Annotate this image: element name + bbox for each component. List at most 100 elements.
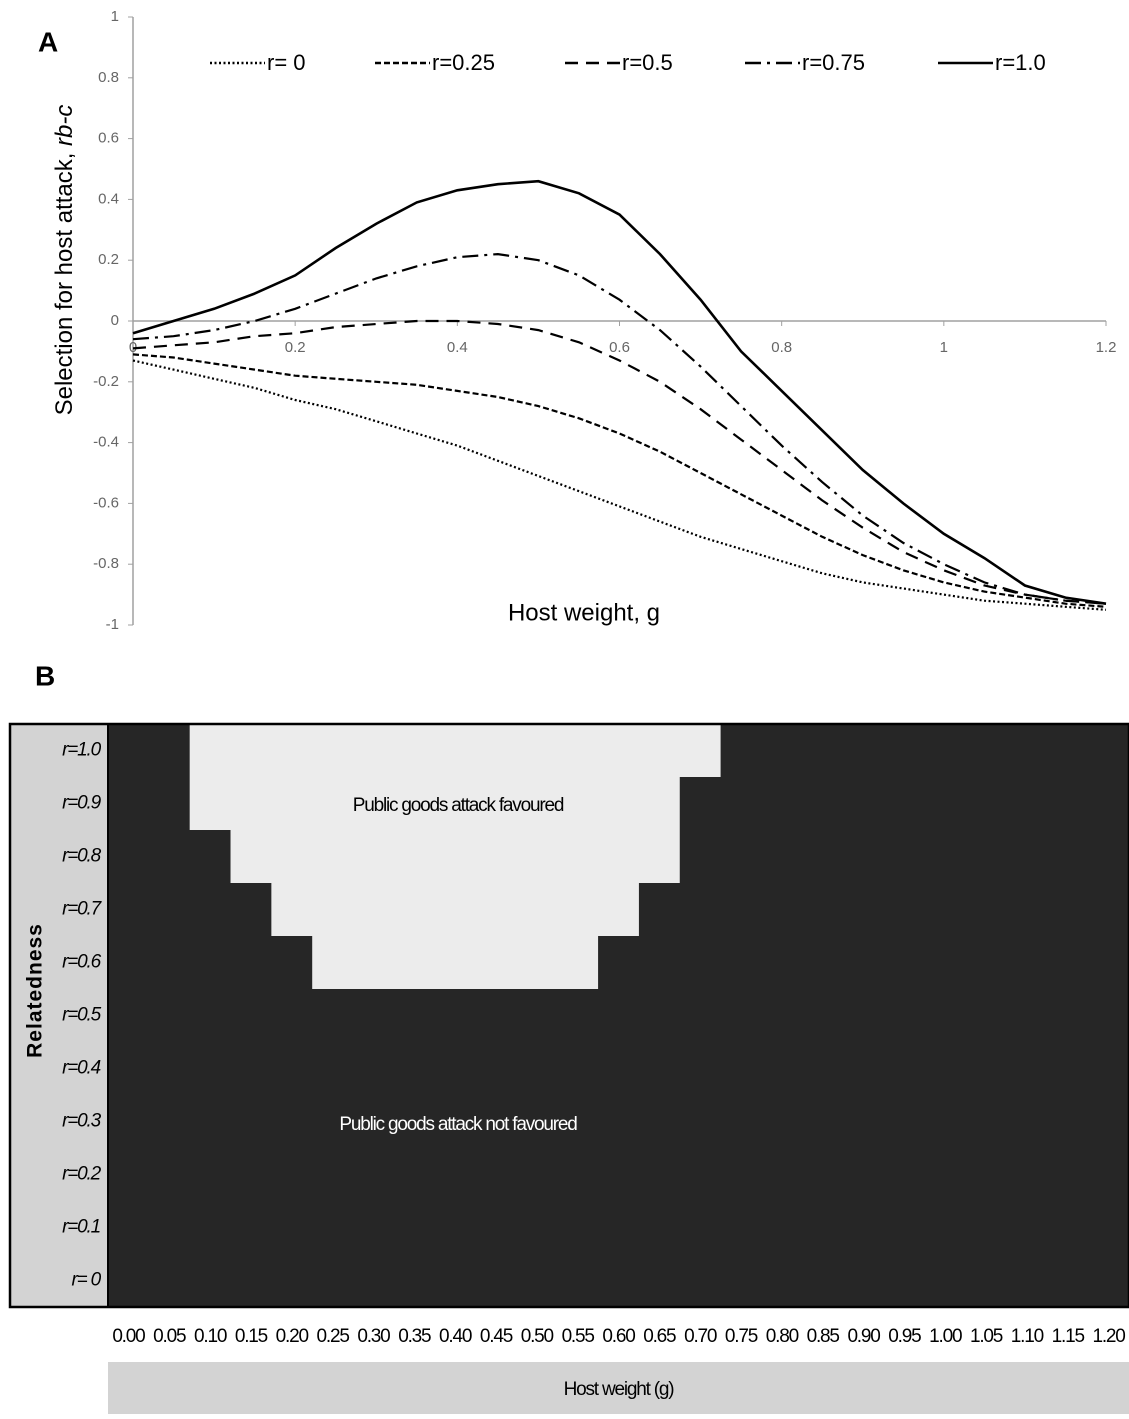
heatmap-cell xyxy=(924,1042,967,1096)
heatmap-cell xyxy=(393,1148,436,1202)
legend-label: r= 0 xyxy=(267,50,306,75)
heatmap-cell xyxy=(1006,830,1048,884)
row-label: r=0.9 xyxy=(62,793,101,814)
heatmap-cell xyxy=(843,1042,885,1096)
heatmap-cell xyxy=(802,883,844,937)
heatmap-cell xyxy=(516,1201,558,1255)
heatmap-cell xyxy=(148,1254,191,1308)
heatmap-cell xyxy=(883,1148,926,1202)
heatmap-cell xyxy=(1047,1201,1089,1255)
heatmap-cell xyxy=(1047,936,1089,990)
row-label: r=0.6 xyxy=(62,952,101,973)
heatmap-cell xyxy=(883,1042,926,1096)
heatmap-cell xyxy=(557,1201,599,1255)
x-axis-title: Host weight, g xyxy=(508,599,660,626)
y-tick-label: -1 xyxy=(106,616,119,633)
heatmap-cell xyxy=(720,1148,763,1202)
heatmap-cell xyxy=(598,777,640,831)
column-label: 1.05 xyxy=(970,1326,1003,1347)
column-label: 0.30 xyxy=(357,1326,390,1347)
heatmap-cell xyxy=(761,936,803,990)
heatmap-cell xyxy=(230,1148,272,1202)
heatmap-cell xyxy=(148,830,191,884)
row-label: r=0.7 xyxy=(62,899,102,920)
y-tick-label: -0.8 xyxy=(93,555,119,572)
heatmap-cell xyxy=(802,1042,844,1096)
heatmap-cell xyxy=(1088,936,1129,990)
heatmap-cell xyxy=(557,989,599,1043)
heatmap-cell xyxy=(924,1095,967,1149)
heatmap-cell xyxy=(598,1095,640,1149)
x-tick-label: 1.2 xyxy=(1096,339,1117,356)
series-line xyxy=(132,353,1107,608)
heatmap-cell xyxy=(230,1254,272,1308)
x-tick-label: 0.8 xyxy=(771,339,792,356)
row-label: r=0.5 xyxy=(62,1005,101,1026)
heatmap-cell xyxy=(271,1254,313,1308)
heatmap-cell xyxy=(965,1148,1008,1202)
y-tick-label: 0.2 xyxy=(98,251,119,268)
legend-label: r=1.0 xyxy=(995,50,1046,75)
heatmap-cell xyxy=(802,1148,844,1202)
x-tick-label: 0.2 xyxy=(285,339,306,356)
column-label: 1.10 xyxy=(1011,1326,1044,1347)
heatmap-cell xyxy=(393,830,436,884)
heatmap-cell xyxy=(393,936,436,990)
heatmap-cell xyxy=(516,936,558,990)
heatmap-cell xyxy=(475,1042,517,1096)
heatmap-cell xyxy=(720,1042,763,1096)
row-label: r= 0 xyxy=(72,1270,102,1291)
heatmap-cell xyxy=(230,1095,272,1149)
heatmap-cell xyxy=(434,936,477,990)
heatmap-cell xyxy=(1047,1095,1089,1149)
heatmap-cell xyxy=(679,724,722,778)
heatmap-cell xyxy=(1088,1148,1129,1202)
heatmap-cell xyxy=(434,777,477,831)
heatmap-cell xyxy=(393,1042,436,1096)
column-label: 0.40 xyxy=(439,1326,472,1347)
heatmap-cell xyxy=(802,1254,844,1308)
heatmap-cell xyxy=(638,1042,681,1096)
heatmap-cell xyxy=(1047,883,1089,937)
heatmap-cell xyxy=(965,724,1008,778)
heatmap-cell xyxy=(475,883,517,937)
heatmap-cell xyxy=(1047,1148,1089,1202)
heatmap-cell xyxy=(598,936,640,990)
heatmap-cell xyxy=(475,1201,517,1255)
heatmap-cell xyxy=(679,1095,722,1149)
heatmap-cell xyxy=(557,1042,599,1096)
heatmap-cell xyxy=(761,1042,803,1096)
heatmap-cell xyxy=(108,1254,150,1308)
column-label: 0.00 xyxy=(112,1326,145,1347)
heatmap-cell xyxy=(1088,777,1129,831)
heatmap-cell xyxy=(965,1254,1008,1308)
column-label: 0.10 xyxy=(194,1326,227,1347)
y-axis-title-text: Selection for host attack, xyxy=(51,153,78,416)
heatmap-cell xyxy=(230,989,272,1043)
heatmap-cell xyxy=(843,989,885,1043)
heatmap-cell xyxy=(761,1148,803,1202)
heatmap-cell xyxy=(720,724,763,778)
heatmap-cell xyxy=(924,724,967,778)
heatmap-cell xyxy=(638,777,681,831)
heatmap-cell xyxy=(638,1095,681,1149)
heatmap-cell xyxy=(230,936,272,990)
heatmap-cell xyxy=(312,989,354,1043)
heatmap-cell xyxy=(761,1095,803,1149)
heatmap-cell xyxy=(434,1254,477,1308)
heatmap-cell xyxy=(353,724,395,778)
heatmap-cell xyxy=(761,1201,803,1255)
heatmap-cell xyxy=(557,1095,599,1149)
row-label: r=0.8 xyxy=(62,846,101,867)
heatmap-cell xyxy=(924,777,967,831)
heatmap-cell xyxy=(108,1148,150,1202)
heatmap-cell xyxy=(720,1254,763,1308)
heatmap-cell xyxy=(720,989,763,1043)
column-label: 0.75 xyxy=(725,1326,758,1347)
series-line xyxy=(132,359,1107,611)
heatmap-cell xyxy=(312,724,354,778)
annotation: Public goods attack favoured xyxy=(353,795,564,816)
heatmap-cell xyxy=(271,989,313,1043)
row-label-panel xyxy=(10,724,108,1307)
heatmap-cell xyxy=(1006,1042,1048,1096)
